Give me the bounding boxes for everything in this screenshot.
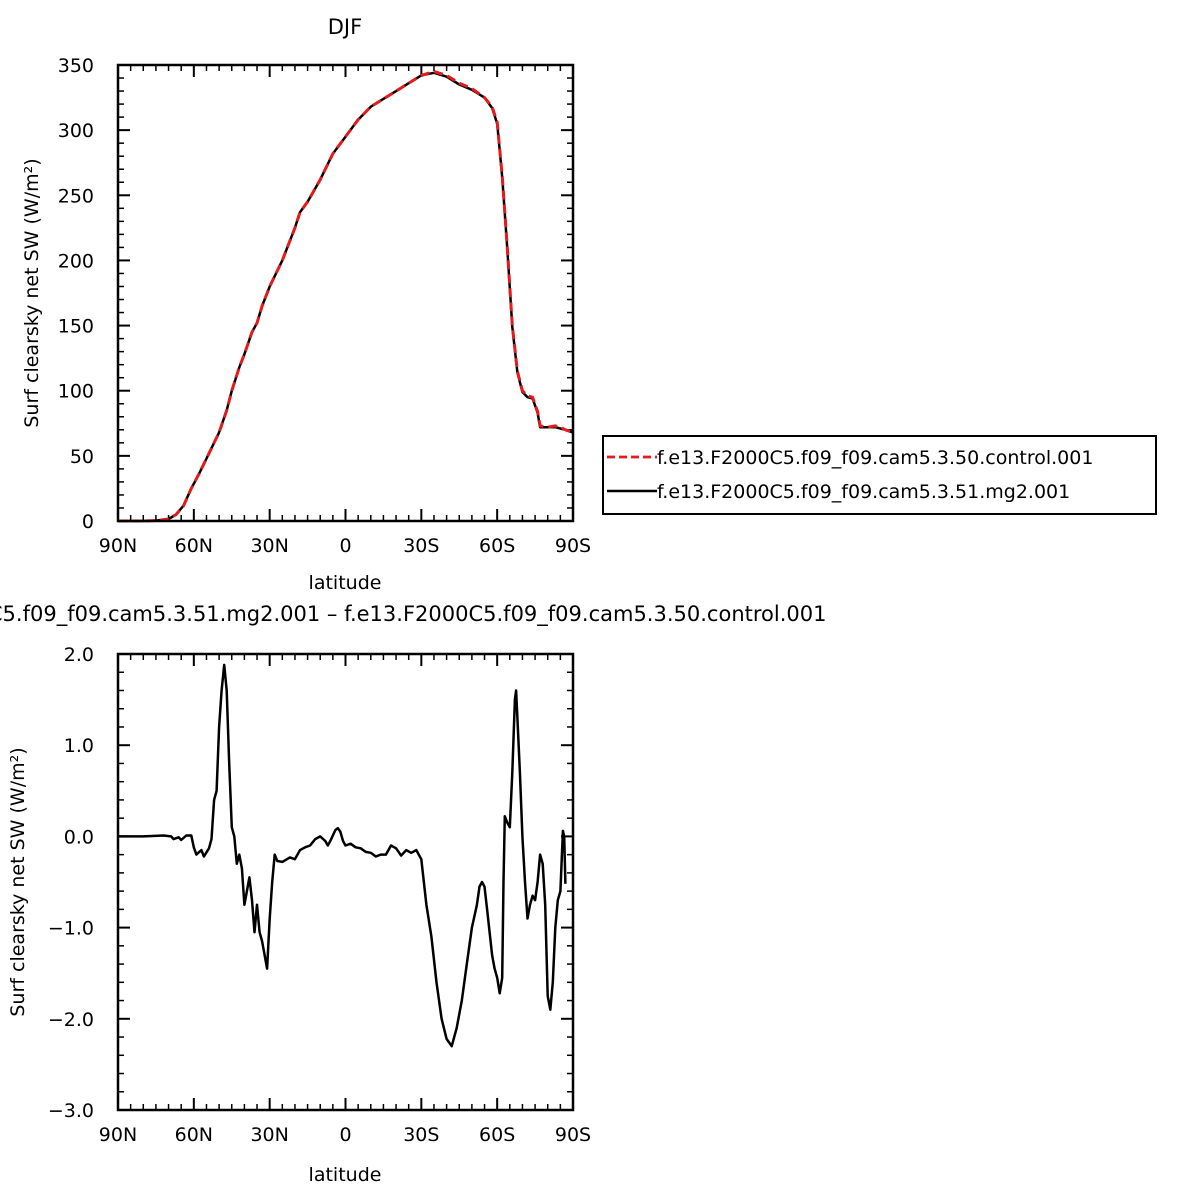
bottom-panel: f.e13.F2000C5.f09_f09.cam5.3.51.mg2.001 … (0, 602, 826, 1186)
bottom-series-lines (118, 663, 567, 1048)
top-y-tick-label: 150 (58, 316, 94, 338)
top-series-lines (118, 70, 574, 523)
bottom-x-tick-label: 60N (175, 1124, 213, 1146)
top-y-tick-label: 100 (58, 381, 94, 403)
legend: f.e13.F2000C5.f09_f09.cam5.3.50.control.… (602, 435, 1157, 515)
top-panel: DJF 90N 60N 30N 0 30S 60S 90S 0 50 100 150 200 250 3… (21, 15, 591, 594)
top-chart-title: DJF (328, 15, 362, 39)
top-x-axis-label: latitude (309, 572, 382, 594)
bottom-x-tick-label: 0 (339, 1124, 351, 1146)
top-series-line (118, 70, 574, 523)
top-plot-frame (116, 63, 575, 523)
top-y-tick-label: 200 (58, 250, 94, 272)
bottom-x-tick-label: 60S (479, 1124, 515, 1146)
bottom-x-tick-label: 90S (555, 1124, 591, 1146)
top-x-tick-label: 30N (250, 535, 288, 557)
top-x-tick-label: 90S (555, 535, 591, 557)
top-x-tick-label: 60S (479, 535, 515, 557)
bottom-chart-title: f.e13.F2000C5.f09_f09.cam5.3.51.mg2.001 … (0, 602, 826, 627)
top-y-axis-label: Surf clearsky net SW (W/m²) (21, 158, 43, 427)
bottom-x-axis-label: latitude (309, 1164, 382, 1186)
bottom-x-ticks: 90N 60N 30N 0 30S 60S 90S (99, 654, 591, 1146)
top-x-tick-label: 60N (175, 535, 213, 557)
top-x-ticks: 90N 60N 30N 0 30S 60S 90S (99, 65, 591, 557)
bottom-y-tick-label: 2.0 (64, 644, 94, 666)
top-y-tick-label: 250 (58, 185, 94, 207)
legend-label-mg2: f.e13.F2000C5.f09_f09.cam5.3.51.mg2.001 (657, 481, 1070, 503)
bottom-y-tick-label: −1.0 (48, 918, 94, 940)
top-y-tick-label: 350 (58, 55, 94, 77)
bottom-y-tick-label: 0.0 (64, 826, 94, 848)
legend-label-control: f.e13.F2000C5.f09_f09.cam5.3.50.control.… (657, 447, 1093, 469)
bottom-plot-frame (116, 652, 575, 1112)
top-x-tick-label: 30S (403, 535, 439, 557)
top-x-tick-label: 0 (339, 535, 351, 557)
bottom-y-tick-label: 1.0 (64, 735, 94, 757)
top-y-tick-label: 300 (58, 120, 94, 142)
bottom-x-tick-label: 30S (403, 1124, 439, 1146)
bottom-y-tick-label: −2.0 (48, 1009, 94, 1031)
bottom-y-axis-label: Surf clearsky net SW (W/m²) (7, 747, 29, 1016)
bottom-series-line (118, 663, 567, 1048)
top-y-tick-label: 0 (82, 511, 94, 533)
bottom-y-tick-label: −3.0 (48, 1100, 94, 1122)
top-y-tick-label: 50 (70, 446, 94, 468)
legend-box (602, 435, 1157, 515)
bottom-x-tick-label: 90N (99, 1124, 137, 1146)
bottom-x-tick-label: 30N (250, 1124, 288, 1146)
top-x-tick-label: 90N (99, 535, 137, 557)
